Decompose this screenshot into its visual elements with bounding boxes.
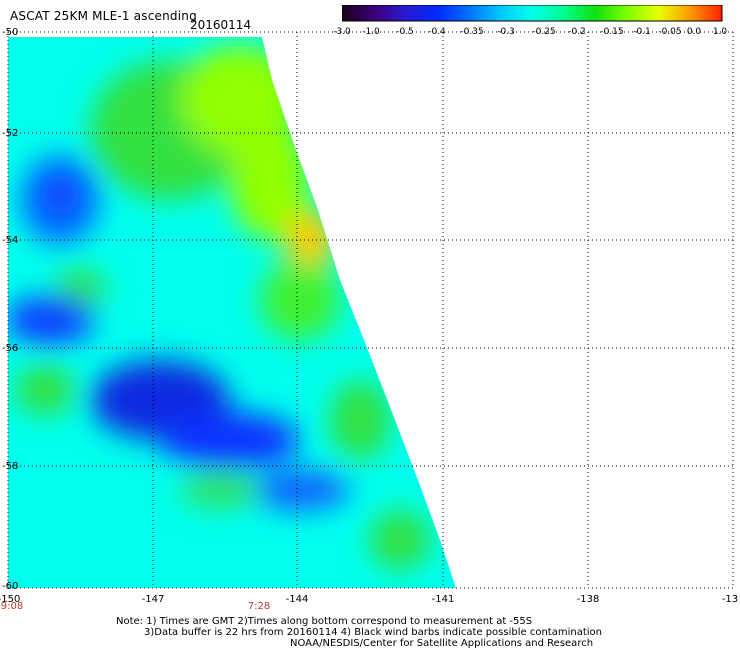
- colorbar-label: -1.0: [362, 27, 380, 37]
- colorbar-label: -0.1: [633, 27, 651, 37]
- latitude-label: -60: [2, 581, 19, 592]
- time-label: 7:28: [247, 601, 271, 612]
- longitude-label: -150: [0, 594, 21, 605]
- colorbar-label: -3.0: [333, 27, 351, 37]
- colorbar-label: -0.3: [497, 27, 515, 37]
- colorbar-label: -0.05: [658, 27, 682, 37]
- latitude-label: -56: [2, 343, 19, 354]
- note-line: NOAA/NESDIS/Center for Satellite Applica…: [290, 638, 594, 649]
- colorbar-gradient: [342, 5, 723, 22]
- colorbar: [342, 5, 723, 22]
- lat-lon-grid: [7, 31, 734, 589]
- product-date: 20160114: [190, 18, 252, 32]
- product-title: ASCAT 25KM MLE-1 ascending: [10, 9, 197, 23]
- longitude-label: -138: [576, 594, 600, 605]
- longitude-label: -147: [141, 594, 165, 605]
- satellite-swath: [8, 37, 456, 588]
- time-label: 9:08: [0, 601, 24, 612]
- longitude-label: -144: [285, 594, 309, 605]
- note-line: Note: 1) Times are GMT 2)Times along bot…: [116, 616, 533, 627]
- longitude-label: -141: [431, 594, 455, 605]
- latitude-label: -52: [2, 128, 19, 139]
- latitude-label: -58: [2, 461, 19, 472]
- latitude-label: -54: [2, 235, 19, 246]
- colorbar-label: 0.0: [686, 27, 702, 37]
- longitude-label: -13: [721, 594, 739, 605]
- note-line: 3)Data buffer is 22 hrs from 20160114 4)…: [144, 627, 602, 638]
- latitude-label: -50: [2, 27, 19, 38]
